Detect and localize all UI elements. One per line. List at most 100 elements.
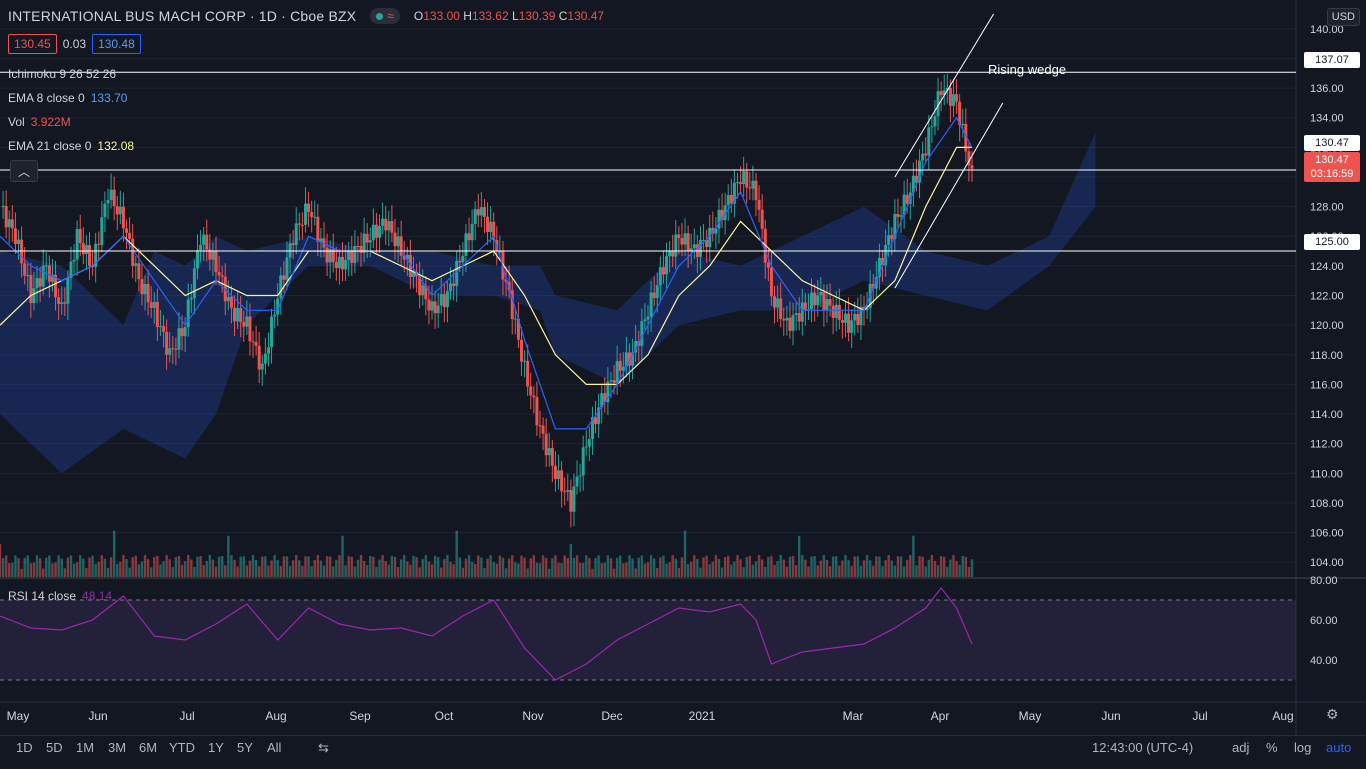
log-toggle[interactable]: log	[1294, 740, 1312, 755]
candle-body	[220, 275, 224, 277]
candle-body	[331, 249, 335, 262]
candle-body	[924, 153, 928, 156]
candle-body	[677, 234, 681, 239]
volume-bar	[156, 555, 159, 577]
candle-body	[195, 250, 199, 269]
legend-ema8[interactable]: EMA 8 close 0 133.70	[8, 91, 128, 105]
legend-volume[interactable]: Vol 3.922M	[8, 115, 71, 129]
volume-bar	[754, 561, 758, 577]
volume-bar	[282, 556, 286, 577]
symbol-title[interactable]: INTERNATIONAL BUS MACH CORP · 1D · Cboe …	[8, 8, 357, 24]
volume-bar	[20, 568, 23, 577]
settings-gear-icon[interactable]: ⚙	[1326, 706, 1339, 722]
candle-body	[942, 90, 946, 96]
volume-bar	[872, 565, 875, 577]
candle-body	[631, 352, 635, 366]
legend-rsi[interactable]: RSI 14 close 48.14	[8, 589, 113, 603]
timeframe-1m[interactable]: 1M	[76, 740, 95, 755]
volume-bar	[125, 558, 128, 577]
timeframe-1y[interactable]: 1Y	[208, 740, 224, 755]
candle-body	[26, 275, 30, 277]
candle-body	[646, 316, 650, 320]
candle-body	[856, 313, 860, 326]
volume-bar	[575, 555, 579, 577]
auto-toggle[interactable]: auto	[1326, 740, 1352, 755]
ask-price[interactable]: 130.48	[92, 34, 141, 54]
candle-body	[859, 306, 863, 326]
timezone-readout[interactable]: 12:43:00 (UTC-4)	[1092, 740, 1194, 755]
timeframe-ytd[interactable]: YTD	[169, 740, 195, 755]
volume-bar	[11, 562, 14, 577]
y-tick-label: 140.00	[1310, 24, 1344, 36]
candle-body	[476, 209, 480, 216]
timeframe-5y[interactable]: 5Y	[237, 740, 253, 755]
volume-bar	[622, 563, 625, 577]
timeframe-6m[interactable]: 6M	[139, 740, 158, 755]
candle-body	[174, 348, 178, 350]
volume-bar	[838, 565, 841, 577]
volume-bar	[224, 565, 227, 577]
volume-bar	[733, 561, 736, 577]
percent-toggle[interactable]: %	[1266, 740, 1278, 755]
volume-bar	[103, 558, 107, 577]
volume-bar	[72, 563, 76, 577]
candle-body	[535, 397, 539, 426]
candle-body	[393, 232, 397, 247]
volume-bar	[850, 566, 853, 577]
market-status-pill[interactable]: ≈	[370, 8, 400, 24]
volume-bar	[588, 558, 591, 577]
timeframe-3m[interactable]: 3M	[108, 740, 127, 755]
candle-body	[816, 295, 820, 306]
candle-body	[735, 182, 739, 184]
volume-bar	[844, 555, 847, 577]
candle-body	[717, 209, 721, 229]
timeframe-all[interactable]: All	[267, 740, 282, 755]
volume-bar	[560, 563, 563, 577]
candle-body	[211, 251, 215, 260]
volume-bar	[788, 556, 792, 577]
candle-body	[430, 301, 434, 311]
candle-body	[41, 265, 45, 287]
volume-bar	[582, 562, 585, 577]
volume-bar	[816, 565, 819, 577]
volume-bar	[128, 567, 131, 577]
y-tick-label: 122.00	[1310, 291, 1344, 303]
candle-body	[405, 254, 409, 260]
legend-ema21[interactable]: EMA 21 close 0 132.08	[8, 139, 135, 153]
volume-bar	[242, 556, 245, 577]
currency-badge[interactable]: USD	[1326, 8, 1360, 26]
candle-body	[729, 194, 733, 204]
candle-body	[245, 316, 249, 327]
candle-body	[226, 296, 230, 302]
adj-toggle[interactable]: adj	[1232, 740, 1250, 755]
candle-body	[560, 470, 564, 492]
candle-body	[449, 283, 453, 292]
volume-bar	[412, 555, 415, 577]
candle-body	[708, 227, 712, 248]
candle-body	[47, 265, 51, 282]
legend-ichimoku[interactable]: Ichimoku 9 26 52 26	[8, 67, 117, 81]
volume-bar	[63, 568, 66, 577]
date-range-icon[interactable]: ⇆	[318, 740, 329, 755]
chart-canvas[interactable]: 140.00138.00136.00134.00132.00130.00128.…	[0, 0, 1366, 735]
x-tick-label: Mar	[843, 709, 864, 723]
volume-bar	[421, 559, 424, 577]
timeframe-5d[interactable]: 5D	[46, 740, 63, 755]
candle-body	[902, 194, 906, 216]
rising-wedge-annotation[interactable]: Rising wedge	[988, 62, 1067, 77]
candle-body	[347, 250, 351, 261]
candle-body	[609, 380, 613, 382]
volume-bar	[261, 556, 264, 577]
bid-price[interactable]: 130.45	[8, 34, 57, 54]
candle-body	[418, 276, 422, 296]
candle-body	[918, 160, 922, 183]
candle-body	[29, 275, 33, 304]
collapse-legend-button[interactable]: ︿	[10, 160, 38, 182]
volume-bar	[856, 556, 860, 577]
candle-body	[843, 313, 847, 323]
volume-bar	[643, 563, 647, 577]
candle-body	[137, 263, 141, 280]
timeframe-1d[interactable]: 1D	[16, 740, 33, 755]
candle-body	[834, 304, 838, 318]
volume-bar	[122, 555, 125, 577]
